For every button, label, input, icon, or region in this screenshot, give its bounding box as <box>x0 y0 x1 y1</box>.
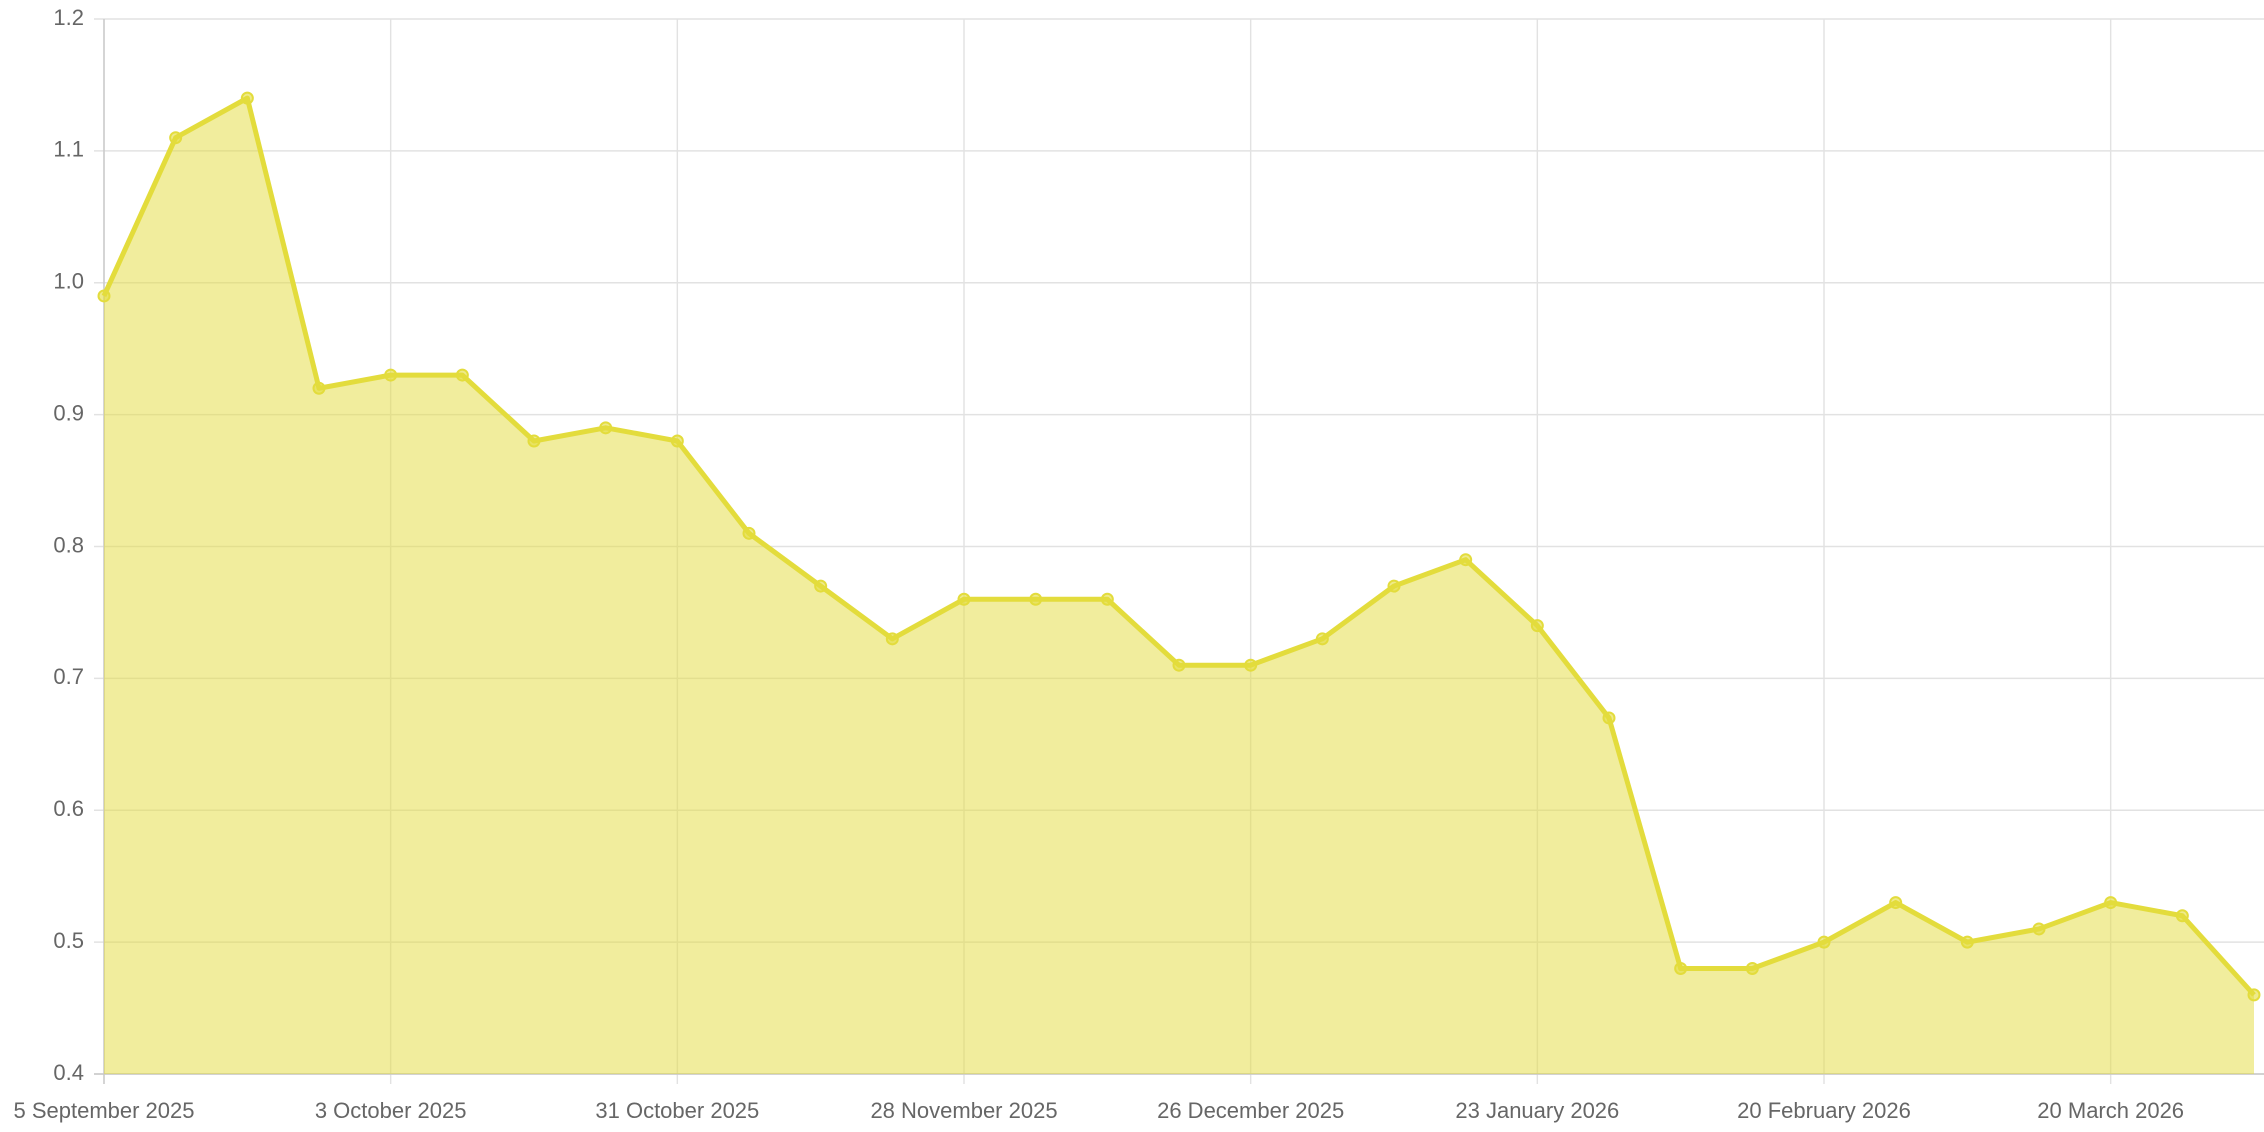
point <box>1387 579 1401 593</box>
point <box>384 368 398 382</box>
point <box>2247 988 2261 1002</box>
point <box>1745 962 1759 975</box>
point <box>1889 896 1903 910</box>
x-tick-label: 20 February 2026 <box>1737 1098 1911 1123</box>
point <box>1100 592 1114 606</box>
y-tick-label: 1.1 <box>53 137 84 162</box>
point <box>2032 922 2046 936</box>
point <box>312 381 326 395</box>
point <box>2175 909 2189 923</box>
x-tick-label: 3 October 2025 <box>315 1098 467 1123</box>
x-tick-label: 26 December 2025 <box>1157 1098 1344 1123</box>
point <box>169 131 183 145</box>
point <box>1172 658 1186 672</box>
point <box>599 421 613 435</box>
x-tick-label: 20 March 2026 <box>2037 1098 2184 1123</box>
point <box>97 289 111 303</box>
y-tick-label: 0.7 <box>53 664 84 689</box>
y-tick-label: 0.4 <box>53 1060 84 1085</box>
y-tick-label: 1.2 <box>53 5 84 30</box>
area <box>104 98 2254 1074</box>
y-tick-label: 0.6 <box>53 796 84 821</box>
x-tick-label: 23 January 2026 <box>1455 1098 1619 1123</box>
point <box>1530 619 1544 633</box>
point <box>1244 658 1258 672</box>
point <box>1029 592 1043 606</box>
point <box>957 592 971 606</box>
point <box>455 368 469 382</box>
point <box>1459 553 1473 567</box>
x-tick-label: 28 November 2025 <box>870 1098 1057 1123</box>
x-tick-label: 31 October 2025 <box>595 1098 759 1123</box>
x-tick-label: 5 September 2025 <box>13 1098 194 1123</box>
point <box>814 579 828 593</box>
y-tick-label: 0.8 <box>53 532 84 557</box>
y-tick-label: 0.9 <box>53 400 84 425</box>
point <box>1674 962 1688 975</box>
point <box>742 526 756 540</box>
point <box>885 632 899 646</box>
point <box>1315 632 1329 646</box>
point <box>527 434 541 448</box>
y-tick-label: 1.0 <box>53 269 84 294</box>
point <box>670 434 684 448</box>
point <box>1817 935 1831 949</box>
y-tick-label: 0.5 <box>53 928 84 953</box>
point <box>1602 711 1616 725</box>
point <box>2104 896 2118 910</box>
point <box>1960 935 1974 949</box>
point <box>240 91 254 105</box>
